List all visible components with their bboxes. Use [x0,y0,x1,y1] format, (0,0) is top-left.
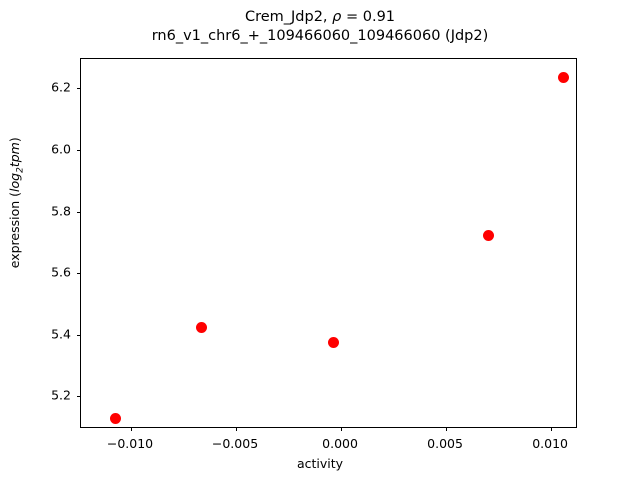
y-axis-tick [77,273,81,275]
plot-title-line-2: rn6_v1_chr6_+_109466060_109466060 (Jdp2) [151,28,489,44]
x-axis-tick [130,427,132,431]
x-axis-label: activity [296,456,344,471]
y-axis-label: expression (log2tpm) [7,137,26,268]
x-axis-tick [551,427,553,431]
plot-title: Crem_Jdp2, ρ = 0.91 rn6_v1_chr6_+_109466… [0,8,640,46]
y-axis-tick-label: 6.0 [51,141,71,157]
x-axis-tick [446,427,448,431]
y-axis-tick-label: 5.4 [51,326,71,342]
x-axis-tick-label: −0.005 [211,436,259,451]
y-axis-label-prefix: expression ( [6,191,22,269]
plot-title-prefix: Crem_Jdp2, [244,9,333,25]
scatter-point [109,412,121,424]
y-axis-tick-label: 6.2 [51,79,71,95]
x-axis-tick-label: 0.010 [532,436,569,451]
y-axis-tick [77,88,81,90]
x-axis-tick [341,427,343,431]
y-axis-label-subscript: 2 [15,167,26,173]
plot-title-line-1: Crem_Jdp2, ρ = 0.91 [0,8,640,27]
y-axis-label-suffix: ) [6,137,22,143]
y-axis-tick-label: 5.6 [51,264,71,280]
y-axis-tick-label: 5.2 [51,387,71,403]
y-axis-tick [77,149,81,151]
x-axis-tick-label: 0.000 [322,436,358,451]
scatter-point [327,337,339,349]
scatter-point [196,322,208,334]
x-axis-tick [236,427,238,431]
x-axis-tick-label: −0.010 [106,436,154,451]
scatter-point [557,71,569,83]
plot-title-suffix: = 0.91 [341,9,396,25]
plot-axes-area [77,58,577,431]
y-axis-label-tpm: tpm [6,142,22,168]
y-axis-label-log: log [6,172,22,192]
x-axis-tick-label: 0.005 [427,436,463,451]
y-axis-tick-label: 5.8 [51,203,71,218]
y-axis-tick [77,396,81,398]
y-axis-tick [77,334,81,336]
scatter-point [482,230,494,242]
y-axis-tick [77,211,81,213]
rho-symbol: ρ [332,9,342,25]
